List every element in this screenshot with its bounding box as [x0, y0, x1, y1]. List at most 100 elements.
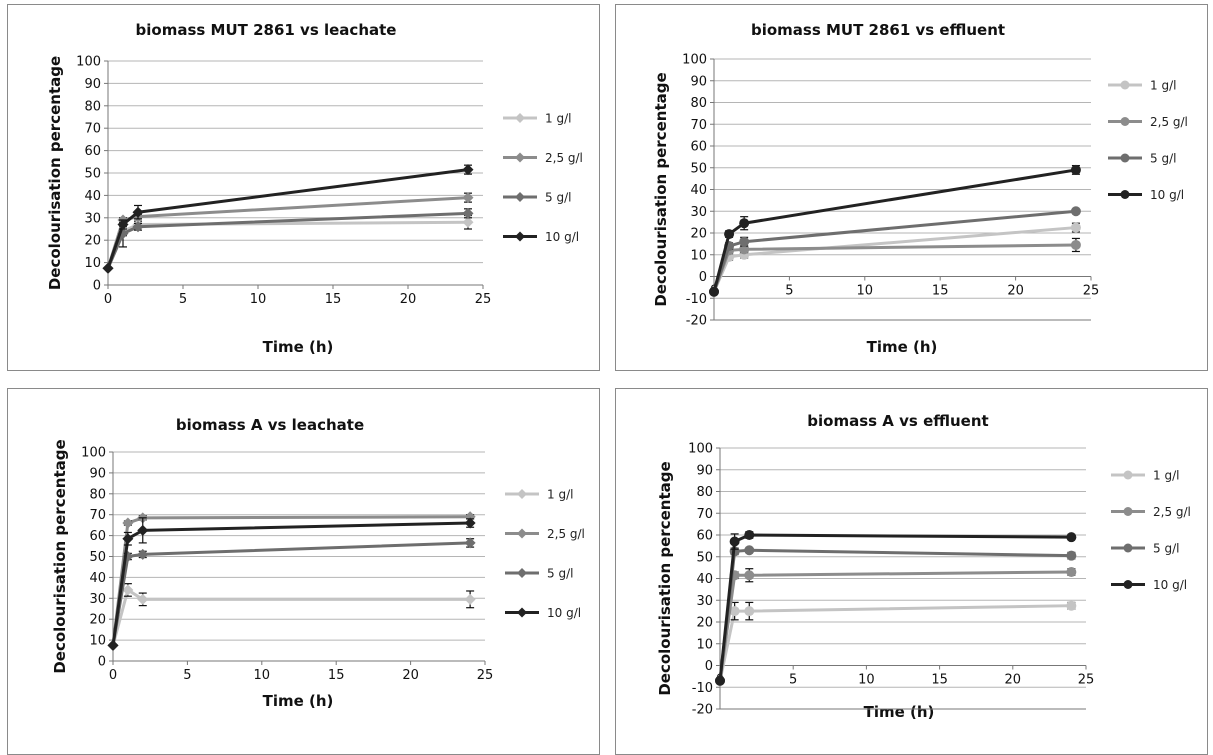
- series-line: [718, 548, 1072, 681]
- x-axis-label: Time (h): [864, 703, 935, 721]
- series-line: [111, 588, 471, 646]
- y-tick-label: 40: [690, 183, 707, 198]
- y-tick-label: 70: [690, 118, 707, 133]
- data-point: [1066, 566, 1077, 577]
- legend-marker: [517, 568, 527, 578]
- chart-svg: biomass MUT 2861 vs effluent Time (h) Deco…: [652, 21, 1188, 356]
- y-tick-label: 0: [93, 279, 101, 294]
- legend-marker: [515, 113, 525, 123]
- series-line: [712, 168, 1077, 293]
- chart-svg: biomass A vs effluent Time (h) Decolourisa…: [656, 412, 1191, 721]
- x-tick-label: 5: [183, 668, 191, 683]
- legend-marker: [1123, 470, 1133, 480]
- y-tick-label: 10: [89, 634, 106, 649]
- data-point: [107, 639, 119, 651]
- legend-label: 2,5 g/l: [1153, 505, 1191, 519]
- x-tick-label: 20: [400, 292, 417, 307]
- y-tick-label: 40: [89, 571, 106, 586]
- x-tick-label: 25: [1078, 673, 1095, 688]
- y-tick-label: 0: [705, 659, 713, 674]
- chart-title: biomass A vs leachate: [176, 416, 364, 434]
- x-tick-label: 5: [785, 284, 793, 299]
- legend-label: 10 g/l: [1150, 188, 1184, 202]
- legend-label: 1 g/l: [545, 112, 571, 126]
- y-tick-label: 70: [696, 507, 713, 522]
- legend: 1 g/l 2,5 g/l 5 g/l 10 g/l: [503, 112, 583, 244]
- y-tick-label: 80: [84, 99, 101, 114]
- data-point: [739, 244, 750, 255]
- y-tick-label: 100: [682, 53, 707, 68]
- x-tick-label: 25: [475, 292, 492, 307]
- legend-marker: [515, 192, 525, 202]
- data-point: [1066, 550, 1077, 561]
- y-tick-label: 100: [76, 55, 101, 70]
- y-tick-label: 80: [89, 487, 106, 502]
- data-point: [137, 593, 149, 605]
- legend-label: 5 g/l: [547, 567, 573, 581]
- y-tick-label: 50: [89, 550, 106, 565]
- legend-label: 1 g/l: [1150, 79, 1176, 93]
- series-line: [718, 604, 1072, 682]
- series-line: [106, 220, 469, 269]
- data-point: [462, 216, 474, 228]
- x-tick-label: 20: [1007, 284, 1024, 299]
- series-line: [111, 521, 471, 646]
- legend-marker: [517, 528, 527, 539]
- series-2: [715, 545, 1077, 686]
- y-tick-label: 20: [696, 616, 713, 631]
- chart-panel-mut2861-effluent: biomass MUT 2861 vs effluent Time (h) Deco…: [615, 4, 1208, 371]
- data-point: [132, 221, 144, 233]
- y-tick-label: 60: [696, 529, 713, 544]
- data-point: [1070, 164, 1081, 175]
- chart-title: biomass A vs effluent: [807, 412, 988, 430]
- data-point: [137, 524, 149, 536]
- legend-marker: [1123, 543, 1133, 553]
- series-0: [102, 214, 474, 274]
- y-tick-label: 80: [690, 96, 707, 111]
- y-tick-label: 90: [89, 466, 106, 481]
- series-line: [718, 570, 1072, 681]
- x-tick-label: 10: [250, 292, 267, 307]
- legend: 1 g/l 2,5 g/l 5 g/l 10 g/l: [1108, 79, 1188, 202]
- y-tick-label: 100: [688, 442, 713, 457]
- legend-label: 2,5 g/l: [545, 151, 583, 165]
- data-point: [739, 218, 750, 229]
- y-tick-label: 50: [696, 550, 713, 565]
- chart-panel-biomass-a-effluent: biomass A vs effluent Time (h) Decolourisa…: [615, 388, 1208, 755]
- y-tick-label: 20: [84, 234, 101, 249]
- series-3: [107, 517, 476, 651]
- data-point: [1070, 206, 1081, 217]
- data-point: [462, 164, 474, 176]
- chart-panel-mut2861-leachate: biomass MUT 2861 vs leachate Time (h) Deco…: [7, 4, 600, 371]
- y-tick-label: -10: [692, 681, 713, 696]
- legend-label: 1 g/l: [1153, 469, 1179, 483]
- series-3: [102, 164, 474, 274]
- data-point: [102, 262, 114, 274]
- data-point: [1066, 532, 1077, 543]
- legend-label: 2,5 g/l: [547, 527, 585, 541]
- x-tick-label: 15: [931, 673, 948, 688]
- y-tick-label: 60: [89, 529, 106, 544]
- x-tick-label: 10: [857, 284, 874, 299]
- chart-panel-biomass-a-leachate: biomass A vs leachate Time (h) Decolourisa…: [7, 388, 600, 755]
- chart-title: biomass MUT 2861 vs effluent: [751, 21, 1005, 39]
- data-point: [744, 530, 755, 540]
- y-tick-label: 30: [89, 592, 106, 607]
- x-tick-label: 5: [789, 673, 797, 688]
- series-1: [107, 511, 476, 651]
- data-point: [729, 606, 740, 617]
- series-1: [102, 192, 474, 274]
- series-0: [709, 222, 1081, 297]
- series-line: [106, 168, 469, 269]
- series-0: [107, 583, 476, 651]
- data-point: [137, 548, 149, 560]
- y-tick-label: 60: [690, 140, 707, 155]
- y-tick-label: 60: [84, 144, 101, 159]
- x-axis-label: Time (h): [263, 692, 334, 710]
- legend-label: 2,5 g/l: [1150, 115, 1188, 129]
- series-2: [107, 537, 476, 651]
- y-tick-label: 30: [690, 205, 707, 220]
- x-tick-label: 25: [1083, 284, 1100, 299]
- data-point: [122, 584, 134, 596]
- y-tick-label: -10: [686, 292, 707, 307]
